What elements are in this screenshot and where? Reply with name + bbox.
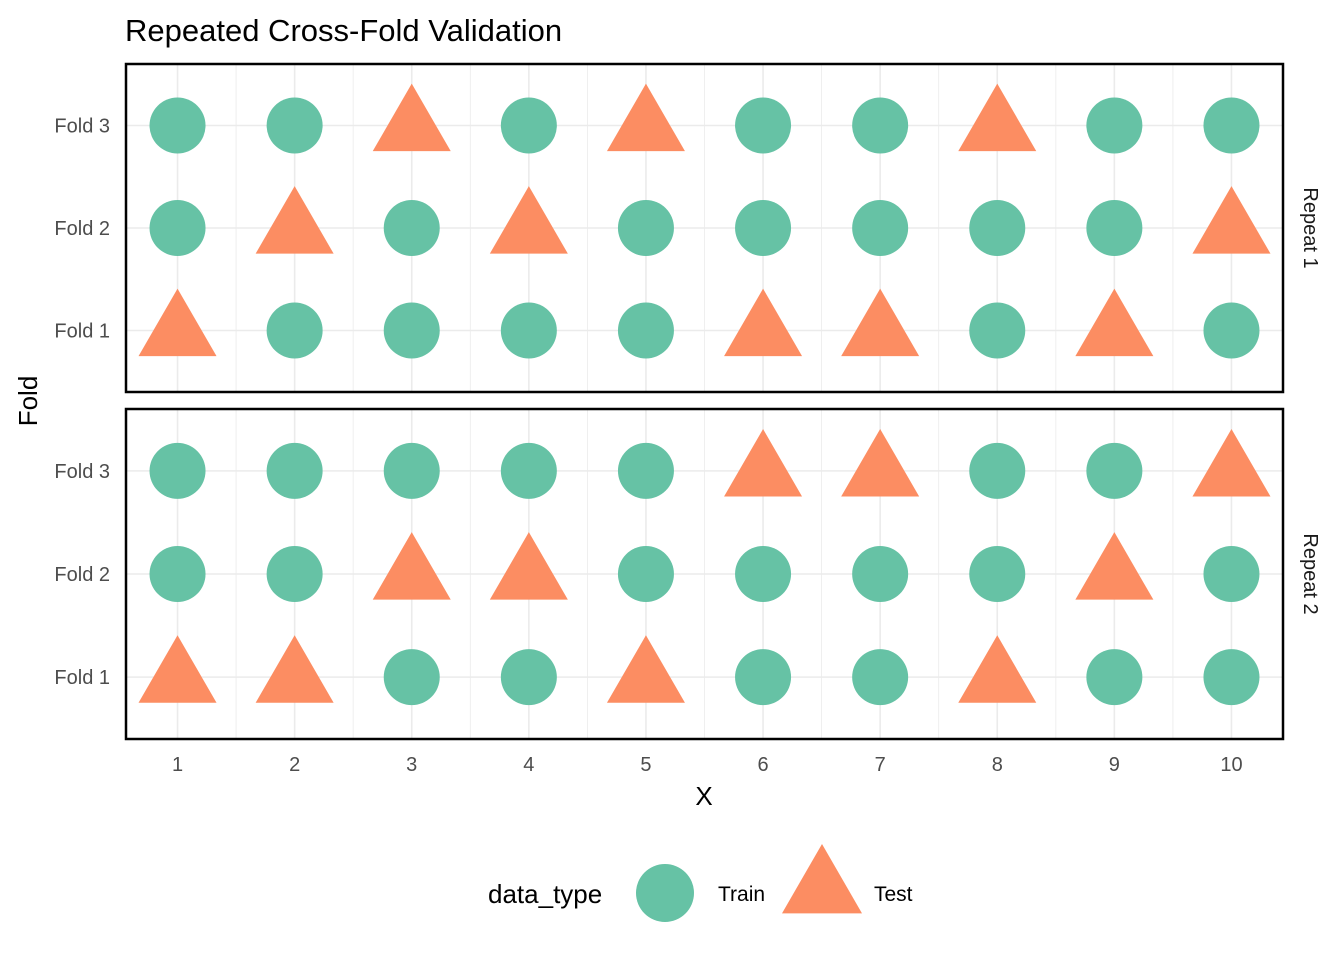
y-tick-label: Fold 2 — [54, 564, 110, 586]
y-tick-label: Fold 1 — [54, 321, 110, 343]
legend-label: Test — [874, 883, 913, 906]
point-train-r1-fold2-x8 — [969, 200, 1026, 256]
point-test-r2-fold1-x1 — [138, 635, 217, 703]
legend-title: data_type — [488, 879, 602, 909]
x-tick-label: 2 — [289, 754, 300, 776]
facet-strip-label: Repeat 2 — [1299, 533, 1321, 614]
point-test-r1-fold1-x7 — [841, 288, 920, 357]
x-tick-label: 5 — [640, 754, 651, 776]
x-tick-label: 9 — [1109, 754, 1120, 776]
point-train-r2-fold1-x6 — [735, 649, 792, 706]
point-train-r1-fold3-x10 — [1203, 97, 1260, 154]
point-train-r2-fold1-x10 — [1203, 649, 1260, 706]
point-train-r2-fold1-x9 — [1086, 649, 1143, 706]
point-train-r2-fold2-x2 — [266, 546, 323, 602]
point-train-r2-fold3-x2 — [266, 442, 323, 499]
point-test-r1-fold1-x9 — [1075, 288, 1154, 357]
point-train-r2-fold1-x4 — [500, 649, 557, 706]
point-train-r1-fold3-x7 — [852, 97, 909, 154]
chart-title: Repeated Cross-Fold Validation — [125, 13, 562, 48]
point-test-r2-fold3-x7 — [841, 428, 920, 497]
point-train-r2-fold3-x1 — [149, 442, 206, 499]
y-tick-label: Fold 1 — [54, 667, 110, 689]
point-test-r2-fold1-x5 — [606, 635, 685, 703]
x-tick-label: 8 — [992, 754, 1003, 776]
point-train-r1-fold1-x10 — [1203, 302, 1260, 359]
point-train-r1-fold1-x2 — [266, 302, 323, 359]
facet-panel-2: Fold 1 Fold 2 Fold 3 Repeat 2 — [54, 407, 1321, 741]
point-test-r2-fold3-x10 — [1192, 428, 1271, 497]
point-train-r2-fold3-x9 — [1086, 442, 1143, 499]
point-test-r2-fold2-x3 — [372, 532, 451, 600]
legend-entries: Train Test — [636, 844, 913, 922]
facet-panel-1: Fold 1 Fold 2 Fold 3 Repeat 1 — [54, 62, 1321, 394]
point-train-r1-fold1-x8 — [969, 302, 1026, 359]
point-train-r1-fold2-x9 — [1086, 200, 1143, 256]
point-test-r1-fold3-x8 — [958, 83, 1037, 152]
point-train-r1-fold3-x1 — [149, 97, 206, 154]
point-train-r1-fold3-x9 — [1086, 97, 1143, 154]
x-tick-label: 10 — [1220, 754, 1242, 776]
point-train-r2-fold3-x3 — [383, 442, 440, 499]
x-tick-label: 3 — [406, 754, 417, 776]
legend-entry-train: Train — [636, 864, 765, 922]
point-train-r2-fold1-x3 — [383, 649, 440, 706]
point-train-r2-fold2-x7 — [852, 546, 909, 602]
panel-border — [124, 62, 1285, 394]
point-train-r1-fold1-x4 — [500, 302, 557, 359]
point-train-r1-fold3-x2 — [266, 97, 323, 154]
y-tick-label: Fold 2 — [54, 218, 110, 240]
legend-entry-test: Test — [782, 844, 913, 914]
point-train-r2-fold3-x8 — [969, 442, 1026, 499]
point-test-r1-fold2-x10 — [1192, 186, 1271, 254]
point-train-r1-fold2-x3 — [383, 200, 440, 256]
y-tick-label: Fold 3 — [54, 116, 110, 138]
point-test-r2-fold2-x4 — [489, 532, 568, 600]
point-train-r2-fold3-x5 — [617, 442, 674, 499]
point-test-r1-fold3-x3 — [372, 83, 451, 152]
point-test-r1-fold2-x2 — [255, 186, 334, 254]
point-test-r2-fold1-x8 — [958, 635, 1037, 703]
point-train-r1-fold2-x6 — [735, 200, 792, 256]
point-train-r1-fold2-x7 — [852, 200, 909, 256]
y-axis-title: Fold — [13, 376, 43, 427]
facet-strip-label: Repeat 1 — [1299, 187, 1321, 268]
point-test-r2-fold2-x9 — [1075, 532, 1154, 600]
point-train-r2-fold1-x7 — [852, 649, 909, 706]
legend-key-circle — [636, 864, 694, 922]
legend-key-triangle — [782, 844, 862, 914]
y-tick-label: Fold 3 — [54, 461, 110, 483]
x-tick-label: 4 — [523, 754, 534, 776]
point-test-r2-fold3-x6 — [724, 428, 803, 497]
point-train-r2-fold3-x4 — [500, 442, 557, 499]
x-tick-label: 6 — [757, 754, 768, 776]
point-train-r2-fold2-x10 — [1203, 546, 1260, 602]
panel-border — [124, 407, 1285, 741]
point-train-r2-fold2-x6 — [735, 546, 792, 602]
point-train-r1-fold2-x1 — [149, 200, 206, 256]
x-tick-label: 1 — [172, 754, 183, 776]
point-train-r1-fold1-x5 — [617, 302, 674, 359]
point-train-r1-fold1-x3 — [383, 302, 440, 359]
legend-label: Train — [718, 883, 765, 906]
x-axis-ticks: 1 2 3 4 5 6 7 8 9 10 — [172, 754, 1243, 776]
x-axis-title: X — [695, 781, 712, 811]
point-test-r1-fold2-x4 — [489, 186, 568, 254]
point-train-r2-fold2-x1 — [149, 546, 206, 602]
point-test-r1-fold3-x5 — [606, 83, 685, 152]
point-train-r1-fold3-x4 — [500, 97, 557, 154]
point-test-r1-fold1-x1 — [138, 288, 217, 357]
point-test-r1-fold1-x6 — [724, 288, 803, 357]
point-train-r1-fold2-x5 — [617, 200, 674, 256]
legend: data_type Train Test — [488, 844, 913, 922]
point-test-r2-fold1-x2 — [255, 635, 334, 703]
x-tick-label: 7 — [875, 754, 886, 776]
point-train-r2-fold2-x5 — [617, 546, 674, 602]
point-train-r1-fold3-x6 — [735, 97, 792, 154]
point-train-r2-fold2-x8 — [969, 546, 1026, 602]
